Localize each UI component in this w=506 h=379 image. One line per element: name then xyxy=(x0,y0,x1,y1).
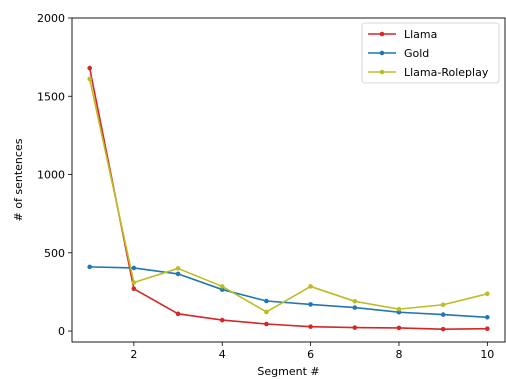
legend-swatch-marker xyxy=(379,31,385,37)
data-point xyxy=(352,305,358,310)
series-llama-roleplay xyxy=(87,76,490,315)
data-point xyxy=(440,326,446,332)
data-point xyxy=(485,314,490,320)
legend-entry: Llama xyxy=(368,28,437,41)
x-tick-label: 2 xyxy=(130,348,137,361)
data-point xyxy=(308,324,313,329)
data-point xyxy=(264,298,269,304)
data-point xyxy=(175,271,181,277)
legend-entry: Gold xyxy=(368,47,429,60)
data-point xyxy=(352,325,358,330)
plot-frame xyxy=(71,17,506,343)
y-tick-label: 2000 xyxy=(37,12,65,25)
data-point xyxy=(308,302,313,307)
legend-swatch-marker xyxy=(379,69,385,75)
y-tick-label: 1000 xyxy=(37,169,65,182)
legend-box xyxy=(361,22,500,84)
series-line xyxy=(88,78,488,313)
data-point xyxy=(175,311,181,317)
data-point xyxy=(87,264,92,270)
data-point xyxy=(440,312,446,317)
series-line xyxy=(88,67,488,330)
data-point xyxy=(308,284,313,289)
data-point xyxy=(219,317,225,323)
data-point xyxy=(352,299,358,304)
data-point xyxy=(131,280,137,285)
series-gold xyxy=(87,264,490,320)
x-tick-label: 8 xyxy=(395,348,402,361)
y-axis-label: # of sentences xyxy=(12,138,25,221)
data-point xyxy=(131,265,137,271)
data-point xyxy=(87,65,92,71)
legend-label: Llama xyxy=(404,28,437,41)
data-point xyxy=(396,325,402,331)
y-tick-label: 0 xyxy=(58,325,65,338)
data-point xyxy=(264,321,269,327)
data-point xyxy=(175,266,181,271)
y-tick-label: 500 xyxy=(44,247,65,260)
legend-swatch-marker xyxy=(379,50,385,56)
series-line xyxy=(89,266,488,319)
x-axis-label: Segment # xyxy=(257,365,319,378)
data-point xyxy=(485,291,490,297)
legend: Llama Gold Llama-Roleplay xyxy=(361,22,500,84)
legend-label: Llama-Roleplay xyxy=(404,66,489,79)
data-point xyxy=(219,284,225,289)
x-axis-ticks: 2 4 6 8 10 xyxy=(130,342,494,361)
y-axis-ticks: 0 500 1000 1500 2000 xyxy=(37,12,72,338)
legend-entry: Llama-Roleplay xyxy=(368,66,489,79)
series-llama xyxy=(87,65,490,332)
data-point xyxy=(87,76,92,82)
data-point xyxy=(396,306,402,312)
data-point xyxy=(264,309,269,315)
data-point xyxy=(131,286,137,292)
x-tick-label: 4 xyxy=(219,348,226,361)
legend-label: Gold xyxy=(404,47,429,60)
data-point xyxy=(485,326,490,331)
x-tick-label: 10 xyxy=(480,348,494,361)
y-tick-label: 1500 xyxy=(37,90,65,103)
series-layer xyxy=(87,65,490,332)
data-point xyxy=(440,302,446,308)
x-tick-label: 6 xyxy=(307,348,314,361)
